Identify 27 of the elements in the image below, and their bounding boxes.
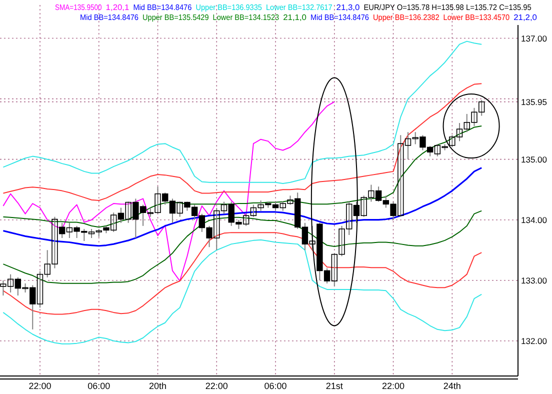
- annotation: Mid BB=134.8476: [133, 3, 198, 12]
- y-tick-label: 137.00: [521, 33, 548, 44]
- y-tick-label: 133.00: [521, 275, 548, 286]
- line-series: [2, 239, 482, 344]
- annotation: 21,3,0: [336, 3, 360, 12]
- line-series: [2, 40, 482, 184]
- x-tick-label: 20th: [148, 381, 167, 391]
- line-series: [2, 101, 335, 282]
- x-tick-label: 22:00: [28, 381, 52, 391]
- y-tick-label: 134.00: [521, 214, 548, 225]
- x-tick-label: 06:00: [88, 381, 110, 391]
- text: 21,2,0: [514, 13, 538, 22]
- line-series: [2, 167, 482, 247]
- x-tick-label: 22:00: [382, 381, 405, 391]
- annotation: 1,20,1: [106, 3, 130, 12]
- x-tick-label: 24th: [443, 381, 461, 391]
- y-tick-label: 135.95: [521, 96, 548, 107]
- annotation: Mid BB=134.8476: [80, 13, 144, 22]
- annotation: Mid BB=134.8476: [310, 13, 374, 22]
- annotation: 21,1,0: [283, 13, 308, 22]
- annotation: EUR/JPY O=135.78 H=135.98 L=135.72 C=135.95: [364, 3, 546, 12]
- line-series: [2, 83, 482, 201]
- y-tick-label: 135.00: [521, 154, 548, 164]
- x-tick-label: 21st: [326, 381, 344, 391]
- x-tick-label: 22:00: [205, 381, 228, 391]
- y-tick-label: 132.00: [521, 336, 548, 346]
- x-tick-label: 06:00: [264, 381, 287, 391]
